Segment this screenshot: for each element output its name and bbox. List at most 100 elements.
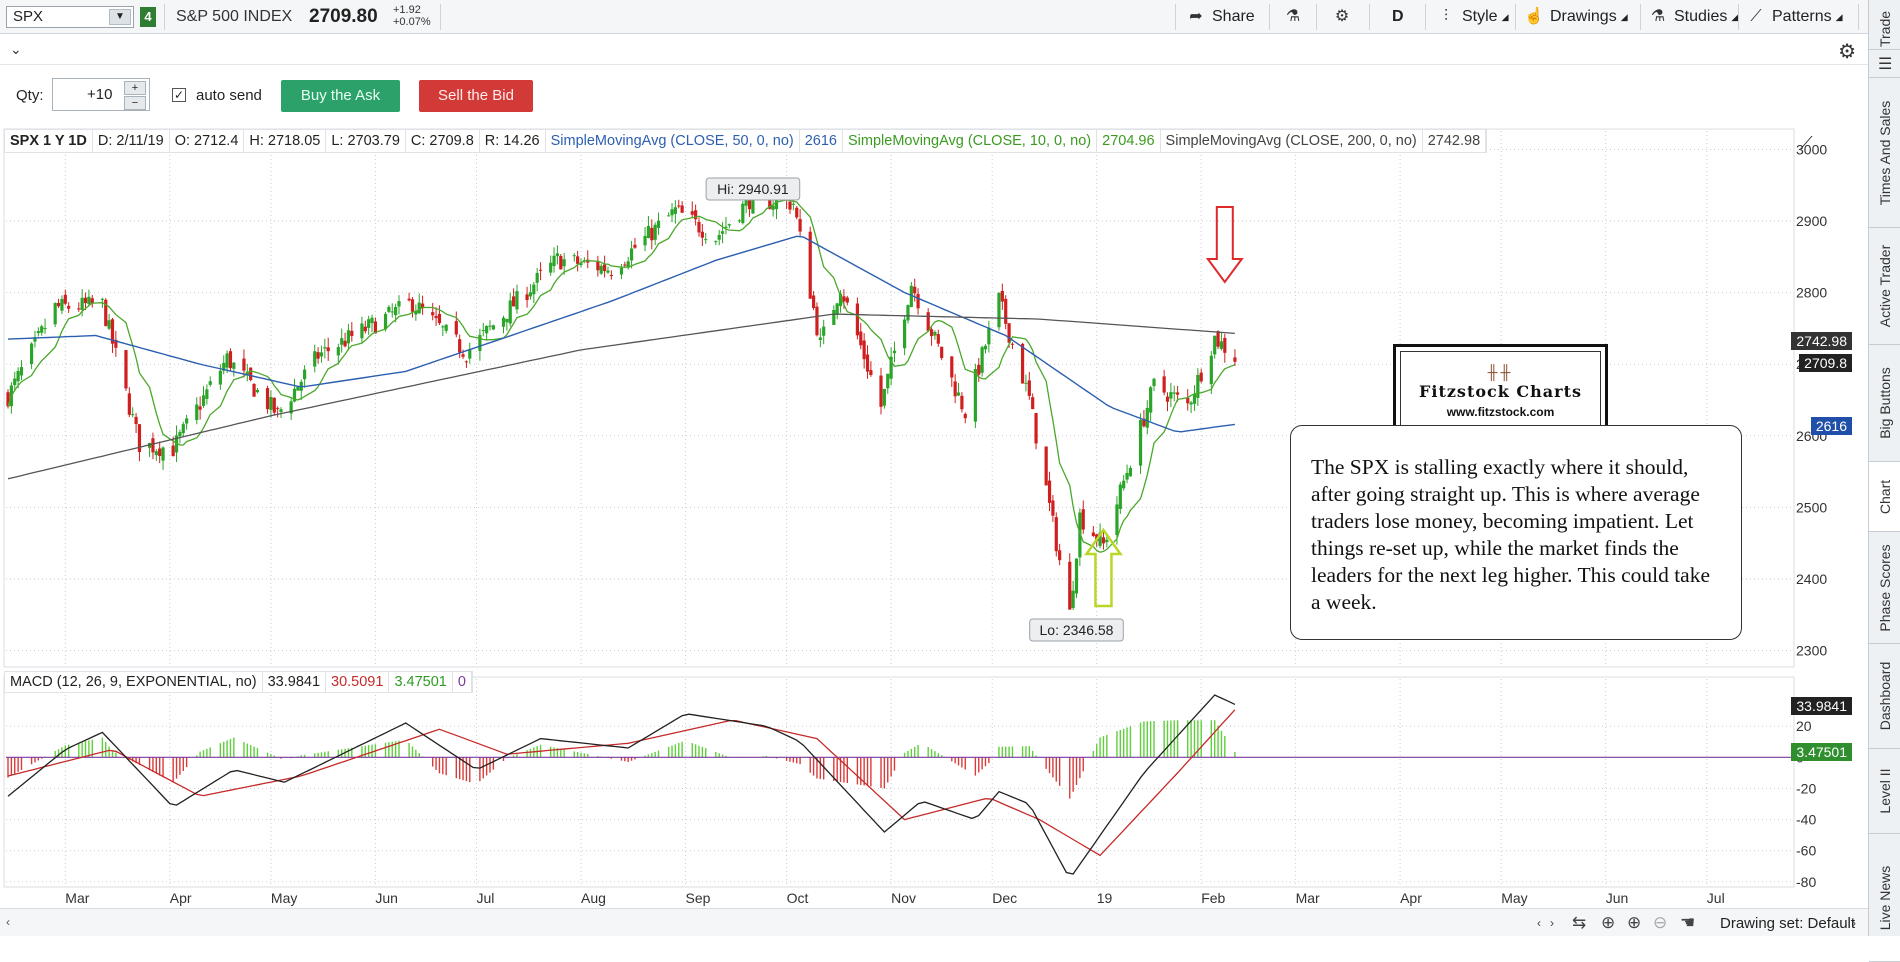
candle-body <box>444 324 448 331</box>
studies-button[interactable]: ⚗ Studies ◢ <box>1648 5 1738 29</box>
candle-body <box>1192 393 1197 404</box>
candle-body <box>737 220 742 222</box>
candle-body <box>468 349 472 359</box>
style-button[interactable]: ⫶ Style ◢ <box>1436 5 1509 29</box>
candle-body <box>815 306 819 336</box>
macd-axis-label: -80 <box>1796 874 1816 890</box>
candle-body <box>532 284 536 295</box>
side-tab-label: Chart <box>1877 479 1893 514</box>
candle-body <box>1091 532 1095 536</box>
qty-increment-button[interactable]: + <box>124 81 146 95</box>
scroll-left-arrow-icon[interactable]: ‹ <box>6 915 10 929</box>
candle-body <box>795 207 799 218</box>
side-tab-times-and-sales[interactable]: Times And Sales <box>1869 78 1900 228</box>
candle-body <box>114 339 118 348</box>
candle-body <box>60 298 64 311</box>
candle-body <box>983 345 988 350</box>
drawing-set-label[interactable]: Drawing set: Default <box>1720 915 1856 932</box>
side-tab-chart[interactable]: Chart <box>1869 462 1900 532</box>
candle-body <box>434 316 438 319</box>
side-tab-big-buttons[interactable]: Big Buttons <box>1869 345 1900 462</box>
candle-body <box>171 445 175 457</box>
scroll-left-icon[interactable]: ‹ <box>1537 916 1541 930</box>
symbol-value: SPX <box>13 8 44 25</box>
side-tab-level-ii[interactable]: Level II <box>1869 749 1900 834</box>
candle-body <box>441 326 445 328</box>
side-menu-button[interactable]: ☰ <box>1869 50 1900 78</box>
candle-body <box>100 298 104 300</box>
side-tab-phase-scores[interactable]: Phase Scores <box>1869 532 1900 644</box>
candle-body <box>1081 509 1085 530</box>
patterns-button[interactable]: ⟋ Patterns ◢ <box>1746 5 1842 29</box>
annotation-note[interactable]: The SPX is stalling exactly where it sho… <box>1290 425 1742 640</box>
pan-arrows-icon[interactable]: ⇆ <box>1572 913 1587 932</box>
macd-line <box>7 694 1236 875</box>
side-tab-active-trader[interactable]: Active Trader <box>1869 228 1900 345</box>
corner-arrow-icon: ◢ <box>1501 12 1509 22</box>
logo-frame: ╫╫ Fitzstock Charts www.fitzstock.com <box>1400 351 1601 427</box>
candle-body <box>788 201 792 210</box>
zoom-out-icon[interactable]: ⊖ <box>1653 913 1668 932</box>
zoom-in-icon[interactable]: ⊕ <box>1627 913 1642 932</box>
separator <box>1858 4 1859 30</box>
candle-body <box>579 263 583 266</box>
side-tab-trade[interactable]: Trade <box>1869 8 1900 50</box>
macd-axis-label: -20 <box>1796 780 1816 796</box>
candle-body <box>90 298 94 304</box>
candle-body <box>724 226 728 228</box>
candle-body <box>596 261 600 271</box>
candle-body <box>363 326 367 332</box>
sell-the-bid-button[interactable]: Sell the Bid <box>419 80 533 112</box>
qty-label: Qty: <box>16 87 44 104</box>
scroll-right-arrow-icon[interactable]: › <box>1852 916 1856 930</box>
candle-body <box>1115 504 1119 536</box>
auto-send-checkbox[interactable]: ✓ <box>172 88 186 102</box>
scroll-right-icon[interactable]: › <box>1550 916 1554 930</box>
candle-body <box>673 207 677 214</box>
side-tab-live-news[interactable]: Live News <box>1869 834 1900 962</box>
candle-body <box>1162 376 1166 393</box>
candle-body <box>53 303 57 325</box>
buy-the-ask-button[interactable]: Buy the Ask <box>281 80 400 112</box>
candle-body <box>603 264 607 272</box>
candle-body <box>1118 484 1122 509</box>
crosshair-icon[interactable]: ⊕ <box>1601 913 1616 932</box>
candle-body <box>340 338 344 345</box>
symbol-input[interactable]: SPX ▼ <box>6 6 134 28</box>
sma200-label[interactable]: SimpleMovingAvg (CLOSE, 200, 0, no) <box>1161 130 1423 152</box>
candle-body <box>289 401 293 414</box>
side-tab-dashboard[interactable]: Dashboard <box>1869 644 1900 749</box>
patterns-icon: ⟋ <box>1750 8 1762 25</box>
candle-body <box>842 296 846 302</box>
symbol-dropdown-icon[interactable]: ▼ <box>109 9 131 25</box>
macd-label[interactable]: MACD (12, 26, 9, EXPONENTIAL, no) <box>5 672 263 692</box>
candle-body <box>525 294 529 301</box>
drawings-button[interactable]: ☝ Drawings ◢ <box>1524 5 1628 29</box>
symbol-period-label: SPX 1 Y 1D <box>5 130 93 152</box>
candle-body <box>104 299 108 326</box>
candle-body <box>1047 480 1052 503</box>
sma10-value: 2704.96 <box>1097 130 1161 152</box>
candle-body <box>201 395 206 406</box>
chart-settings-button[interactable]: ⚙ <box>1332 5 1358 29</box>
link-group-badge[interactable]: 4 <box>140 7 156 27</box>
candle-body <box>889 356 893 379</box>
timeframe-button[interactable]: D <box>1392 5 1404 29</box>
candle-body <box>249 367 253 381</box>
candle-body <box>818 337 822 340</box>
candle-body <box>549 262 553 273</box>
hand-cursor-icon[interactable]: ☚ <box>1680 913 1696 932</box>
chevron-down-icon[interactable]: ⌄ <box>10 41 22 57</box>
chart-area[interactable]: 30002900280027002600250024002300200-20-4… <box>0 125 1868 936</box>
gear-icon[interactable]: ⚙ <box>1838 41 1856 63</box>
share-button[interactable]: ➦ Share <box>1186 5 1254 29</box>
sma50-label[interactable]: SimpleMovingAvg (CLOSE, 50, 0, no) <box>546 130 800 152</box>
qty-decrement-button[interactable]: − <box>124 96 146 110</box>
candle-body <box>16 371 20 382</box>
flask-button[interactable]: ⚗ <box>1283 5 1309 29</box>
candle-body <box>137 424 142 453</box>
sma10-label[interactable]: SimpleMovingAvg (CLOSE, 10, 0, no) <box>843 130 1098 152</box>
candle-body <box>1071 590 1075 608</box>
candle-body <box>343 340 347 347</box>
high-label-box <box>705 177 801 201</box>
